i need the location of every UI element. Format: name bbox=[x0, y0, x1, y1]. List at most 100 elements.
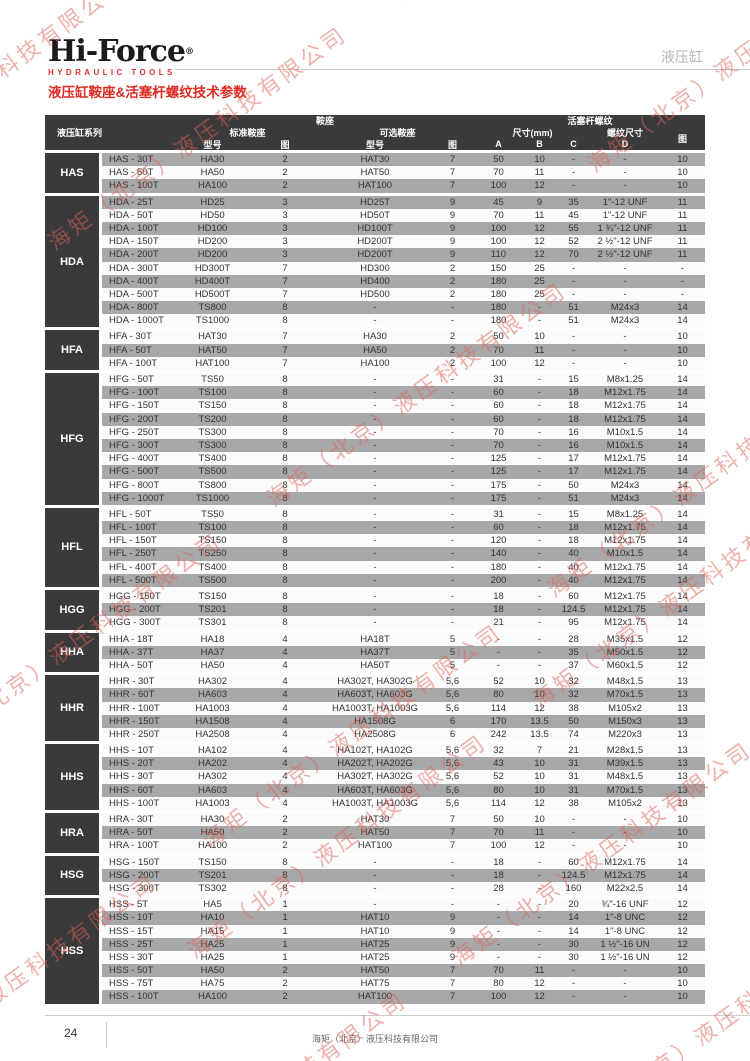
value-cell: HA37T bbox=[320, 645, 430, 659]
value-cell: 14 bbox=[660, 560, 705, 574]
value-cell: 30 bbox=[557, 937, 590, 951]
value-cell: 52 bbox=[475, 770, 522, 784]
value-cell: - bbox=[590, 813, 660, 827]
value-cell: 10 bbox=[660, 839, 705, 853]
value-cell: - bbox=[320, 521, 430, 535]
value-cell: 10 bbox=[660, 179, 705, 193]
value-cell: 18 bbox=[557, 534, 590, 548]
value-cell: - bbox=[557, 990, 590, 1004]
value-cell: 175 bbox=[475, 478, 522, 492]
value-cell: TS150 bbox=[175, 855, 250, 869]
value-cell: 70 bbox=[475, 425, 522, 439]
value-cell: - bbox=[522, 950, 557, 965]
cylinder-model-cell: HSS - 100T bbox=[102, 990, 175, 1004]
value-cell: - bbox=[430, 478, 475, 492]
value-cell: 14 bbox=[660, 438, 705, 453]
series-label: HRA bbox=[45, 813, 102, 853]
value-cell: 18 bbox=[557, 399, 590, 413]
value-cell: HD50T bbox=[320, 208, 430, 222]
value-cell: HA302 bbox=[175, 770, 250, 784]
value-cell: M12x1.75 bbox=[590, 603, 660, 617]
value-cell: 9 bbox=[430, 195, 475, 209]
value-cell: TS1000 bbox=[175, 314, 250, 328]
value-cell: M70x1.5 bbox=[590, 783, 660, 797]
value-cell: 70 bbox=[557, 248, 590, 262]
value-cell: 60 bbox=[475, 386, 522, 400]
cylinder-model-cell: HHA - 18T bbox=[102, 632, 175, 646]
value-cell: 110 bbox=[475, 248, 522, 262]
brand-logo: Hi-Force® HYDRAULIC TOOLS bbox=[48, 37, 194, 78]
value-cell: 14 bbox=[660, 573, 705, 587]
value-cell: M24x3 bbox=[590, 491, 660, 505]
value-cell: - bbox=[557, 356, 590, 370]
value-cell: 5,6 bbox=[430, 757, 475, 771]
value-cell: - bbox=[475, 950, 522, 965]
cylinder-model-cell: HDA - 1000T bbox=[102, 314, 175, 328]
value-cell: - bbox=[320, 452, 430, 466]
value-cell: 180 bbox=[475, 287, 522, 302]
value-cell: 160 bbox=[557, 881, 590, 896]
value-cell: HD500T bbox=[175, 287, 250, 302]
value-cell: 14 bbox=[660, 301, 705, 315]
value-cell: M12x1.75 bbox=[590, 616, 660, 630]
value-cell: - bbox=[430, 521, 475, 535]
value-cell: 9 bbox=[430, 235, 475, 249]
value-cell: 43 bbox=[475, 757, 522, 771]
value-cell: 11 bbox=[522, 208, 557, 222]
value-cell: 40 bbox=[557, 573, 590, 587]
value-cell: 4 bbox=[250, 757, 320, 771]
value-cell: 8 bbox=[250, 301, 320, 315]
value-cell: - bbox=[590, 343, 660, 357]
series-group-hhs: HHS HHS - 10T HA102 4 HA102T, HA102G 5,6 32 7 21… bbox=[45, 744, 705, 810]
value-cell: 80 bbox=[475, 783, 522, 797]
value-cell: 14 bbox=[660, 386, 705, 400]
value-cell: TS301 bbox=[175, 616, 250, 630]
value-cell: 60 bbox=[557, 590, 590, 604]
value-cell: 10 bbox=[660, 813, 705, 827]
value-cell: - bbox=[430, 616, 475, 630]
logo-subtitle: HYDRAULIC TOOLS bbox=[48, 68, 176, 77]
value-cell: - bbox=[557, 179, 590, 193]
value-cell: 12 bbox=[522, 248, 557, 262]
value-cell: 5,6 bbox=[430, 783, 475, 797]
value-cell: - bbox=[430, 399, 475, 413]
value-cell: - bbox=[522, 658, 557, 673]
value-cell: M48x1.5 bbox=[590, 770, 660, 784]
value-cell: 2 bbox=[250, 179, 320, 193]
value-cell: 20 bbox=[557, 898, 590, 912]
value-cell: - bbox=[557, 261, 590, 275]
series-group-hfa: HFA HFA - 30T HAT30 7 HA30 2 50 10- -10 HFA - 50T… bbox=[45, 330, 705, 370]
value-cell: HD300 bbox=[320, 261, 430, 275]
value-cell: 1 ½"-16 UN bbox=[590, 937, 660, 951]
value-cell: 4 bbox=[250, 714, 320, 728]
series-label: HDA bbox=[45, 195, 102, 328]
value-cell: - bbox=[430, 412, 475, 426]
value-cell: 13 bbox=[660, 796, 705, 810]
value-cell: - bbox=[557, 330, 590, 344]
value-cell: - bbox=[320, 425, 430, 439]
cylinder-model-cell: HFL - 100T bbox=[102, 521, 175, 535]
value-cell: 7 bbox=[250, 287, 320, 302]
value-cell: - bbox=[522, 645, 557, 659]
value-cell: 8 bbox=[250, 507, 320, 522]
value-cell: HA1003T, HA1003G bbox=[320, 796, 430, 810]
value-cell: 52 bbox=[557, 235, 590, 249]
value-cell: HA1508G bbox=[320, 714, 430, 728]
cylinder-model-cell: HSS - 75T bbox=[102, 977, 175, 991]
value-cell: 52 bbox=[475, 675, 522, 689]
series-group-hgg: HGG HGG - 150T TS150 8- -18-60 M12x1.75 14 HGG … bbox=[45, 590, 705, 630]
value-cell: 180 bbox=[475, 314, 522, 328]
value-cell: M39x1.5 bbox=[590, 757, 660, 771]
value-cell: - bbox=[522, 603, 557, 617]
series-label: HFA bbox=[45, 330, 102, 370]
value-cell: 4 bbox=[250, 658, 320, 673]
value-cell: 14 bbox=[660, 491, 705, 505]
value-cell: M12x1.75 bbox=[590, 560, 660, 574]
value-cell: HA100 bbox=[175, 990, 250, 1004]
value-cell: - bbox=[522, 534, 557, 548]
cylinder-model-cell: HFG - 1000T bbox=[102, 491, 175, 505]
value-cell: - bbox=[522, 507, 557, 522]
value-cell: 9 bbox=[430, 911, 475, 925]
value-cell: - bbox=[522, 616, 557, 630]
value-cell: - bbox=[522, 547, 557, 561]
